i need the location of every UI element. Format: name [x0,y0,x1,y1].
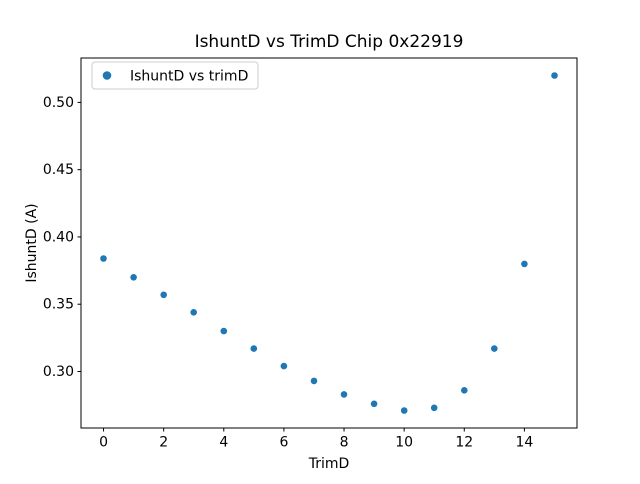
data-point [430,404,438,412]
x-tick-label: 2 [159,435,168,451]
x-tick-label: 14 [515,435,533,451]
chart-title: IshuntD vs TrimD Chip 0x22919 [195,32,464,52]
data-point [190,309,197,316]
plot-area-frame [80,57,578,429]
x-tick-label: 10 [395,435,413,451]
data-point [100,255,107,262]
x-axis-label: TrimD [308,456,350,472]
y-axis-label: IshuntD (A) [24,203,40,282]
x-tick-label: 8 [340,435,349,451]
data-point [370,400,378,408]
data-point [461,387,468,394]
legend-frame [91,61,259,90]
data-point [400,407,408,414]
y-tick-label: 0.45 [43,162,74,178]
data-point [130,274,137,281]
data-point [160,291,167,299]
x-tick-label: 0 [99,435,108,451]
data-point [551,72,558,79]
x-axis-ticks: 0 2 4 6 8 10 12 14 [99,428,533,451]
x-tick-label: 4 [219,435,228,451]
data-point [340,391,348,398]
legend-entry-label: IshuntD vs trimD [130,69,248,85]
y-tick-label: 0.30 [43,364,74,380]
x-tick-label: 6 [279,435,288,451]
data-point [280,362,288,370]
data-point [250,345,258,352]
x-tick-label: 12 [455,435,473,451]
data-point [491,345,498,352]
scatter-points [100,72,558,414]
y-axis-ticks: 0.30 0.35 0.40 0.45 0.50 [43,95,81,380]
y-tick-label: 0.35 [43,297,74,313]
legend: IshuntD vs trimD [91,61,259,90]
data-point [310,377,318,385]
data-point [220,327,228,335]
data-point [521,260,528,268]
y-tick-label: 0.40 [43,229,74,245]
y-tick-label: 0.50 [43,95,74,111]
legend-marker-icon [102,71,112,80]
